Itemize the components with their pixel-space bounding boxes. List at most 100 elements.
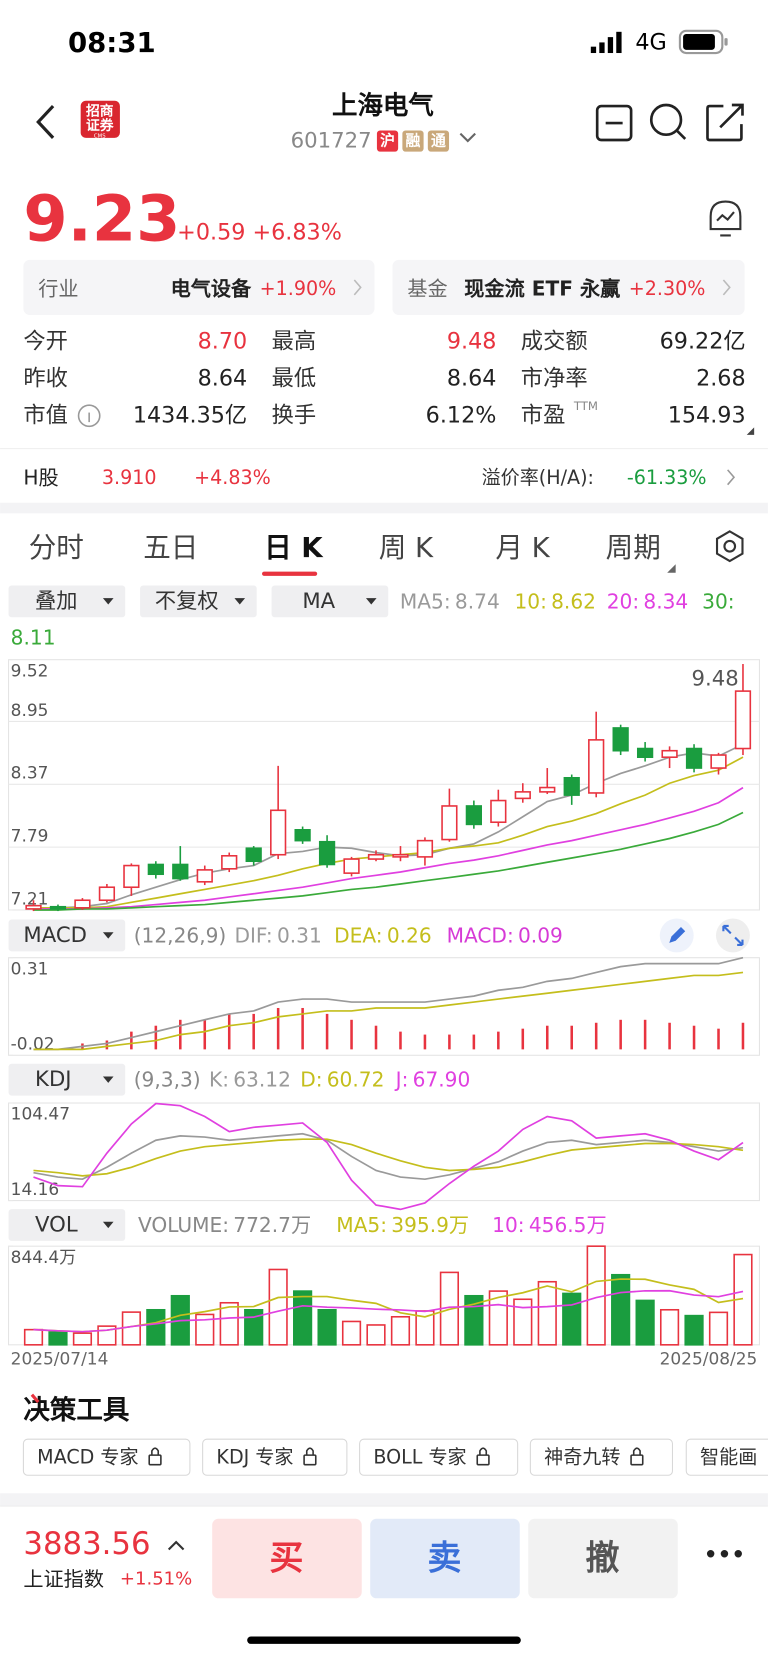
stat-value: 8.64 <box>198 366 248 392</box>
share-button[interactable] <box>706 103 744 142</box>
section-gap <box>0 502 768 514</box>
back-button[interactable] <box>36 104 55 139</box>
dot <box>734 1550 742 1558</box>
candle-body <box>74 899 91 909</box>
sector-pct: +2.30% <box>629 277 706 300</box>
legend-name: 10: <box>492 1213 524 1237</box>
cancel-button[interactable] <box>528 1518 678 1599</box>
x-tick-label: 2025/08/25 <box>660 1349 758 1369</box>
candle-body <box>563 776 580 796</box>
stat-value: 69.22亿 <box>660 329 746 355</box>
candle-body <box>367 853 385 860</box>
volume-bar <box>121 1311 141 1346</box>
legend-name: MA5: <box>336 1213 387 1237</box>
action-label[interactable]: 撤 <box>586 1540 620 1579</box>
action-label[interactable]: 卖 <box>427 1540 461 1579</box>
indicator-name: MACD <box>23 923 87 948</box>
tool-name: MACD 专家 <box>37 1446 138 1469</box>
volume-bar <box>195 1313 215 1346</box>
stat-label: 昨收 <box>23 366 68 392</box>
alert-button[interactable] <box>709 200 742 237</box>
expand-button[interactable] <box>715 918 750 953</box>
chevron[interactable] <box>727 469 736 486</box>
badge-text: 通 <box>431 133 446 150</box>
y-tick-label: 0.31 <box>11 958 49 978</box>
indicator-select[interactable] <box>8 1209 126 1241</box>
more-button[interactable] <box>706 1550 742 1558</box>
edit-button[interactable] <box>659 918 694 953</box>
legend-value: 67.90 <box>413 1068 471 1092</box>
minimize-frame <box>595 104 633 142</box>
macd-bar <box>692 1025 696 1050</box>
expand-arrows <box>722 924 744 947</box>
network-type: 4G <box>635 29 666 55</box>
tool-chip[interactable] <box>359 1438 519 1476</box>
expand-circle <box>715 918 750 953</box>
legend-value: 63.12 <box>233 1068 291 1092</box>
dropdown[interactable] <box>8 585 126 618</box>
legend-name: VOLUME: <box>138 1213 229 1237</box>
macd-bar <box>203 1019 207 1050</box>
index-pct: +1.51% <box>120 1569 192 1590</box>
stat-value: 1434.35亿 <box>133 403 247 429</box>
period-tab[interactable]: 分时 <box>29 531 84 564</box>
minimize-button[interactable] <box>595 104 633 142</box>
signal-bar <box>607 37 614 54</box>
indicator-line <box>33 743 744 909</box>
tool-chip[interactable] <box>685 1438 768 1476</box>
fund-box[interactable] <box>392 259 745 315</box>
indicator-select[interactable] <box>8 1063 126 1096</box>
indicator-select[interactable] <box>8 919 126 952</box>
info-icon[interactable] <box>77 404 101 428</box>
period-tab[interactable]: 周 K <box>379 531 434 564</box>
high-label: 9.48 <box>692 666 739 691</box>
volume-bar <box>244 1308 264 1346</box>
volume-bar <box>341 1320 362 1346</box>
indicator-line <box>33 1132 744 1181</box>
action-label[interactable]: 买 <box>269 1540 303 1579</box>
stat-label: 今开 <box>23 329 68 355</box>
dropdown[interactable] <box>140 585 257 618</box>
sell-button[interactable] <box>370 1518 520 1599</box>
settings-button[interactable] <box>715 530 744 563</box>
share-arrow <box>719 103 744 129</box>
chevron <box>353 279 362 296</box>
macd-bar <box>301 1007 304 1050</box>
search-button[interactable] <box>649 103 687 140</box>
candle-body <box>636 747 654 758</box>
candle-body <box>172 863 189 880</box>
indicator-line <box>33 971 744 1051</box>
dropdown-label: 叠加 <box>35 589 77 614</box>
candle-body <box>294 829 311 842</box>
period-tab[interactable]: 周期 <box>606 531 661 564</box>
macd-bar <box>570 1025 573 1050</box>
period-tab[interactable]: 五日 <box>143 531 198 564</box>
legend-name: D: <box>300 1068 322 1092</box>
legend-value: 60.72 <box>327 1068 385 1092</box>
macd-bar <box>472 1034 476 1050</box>
volume-bar <box>390 1315 411 1346</box>
dropdown-caret <box>102 932 114 939</box>
candle-body <box>392 853 409 858</box>
tool-chip[interactable] <box>22 1438 191 1476</box>
period-tab[interactable]: 日 K <box>264 531 324 564</box>
legend-value: 0.09 <box>518 923 563 947</box>
share-frame <box>706 104 743 142</box>
sector-pct: +1.90% <box>260 277 337 300</box>
code-dropdown[interactable] <box>459 132 476 143</box>
chevron <box>722 279 731 296</box>
dropdown[interactable] <box>271 585 389 618</box>
legend-value: 0.26 <box>387 923 432 947</box>
index-expand[interactable] <box>167 1540 185 1551</box>
industry-box[interactable] <box>23 259 375 315</box>
period-tab[interactable]: 月 K <box>495 531 550 564</box>
index-value: 3883.56 <box>23 1526 150 1562</box>
search-handle <box>675 129 687 140</box>
tool-name: BOLL 专家 <box>373 1446 466 1469</box>
gear-hub <box>723 539 737 553</box>
buy-button[interactable] <box>212 1518 362 1599</box>
hshare-price: 3.910 <box>102 466 157 489</box>
legend-name: J: <box>394 1068 409 1092</box>
